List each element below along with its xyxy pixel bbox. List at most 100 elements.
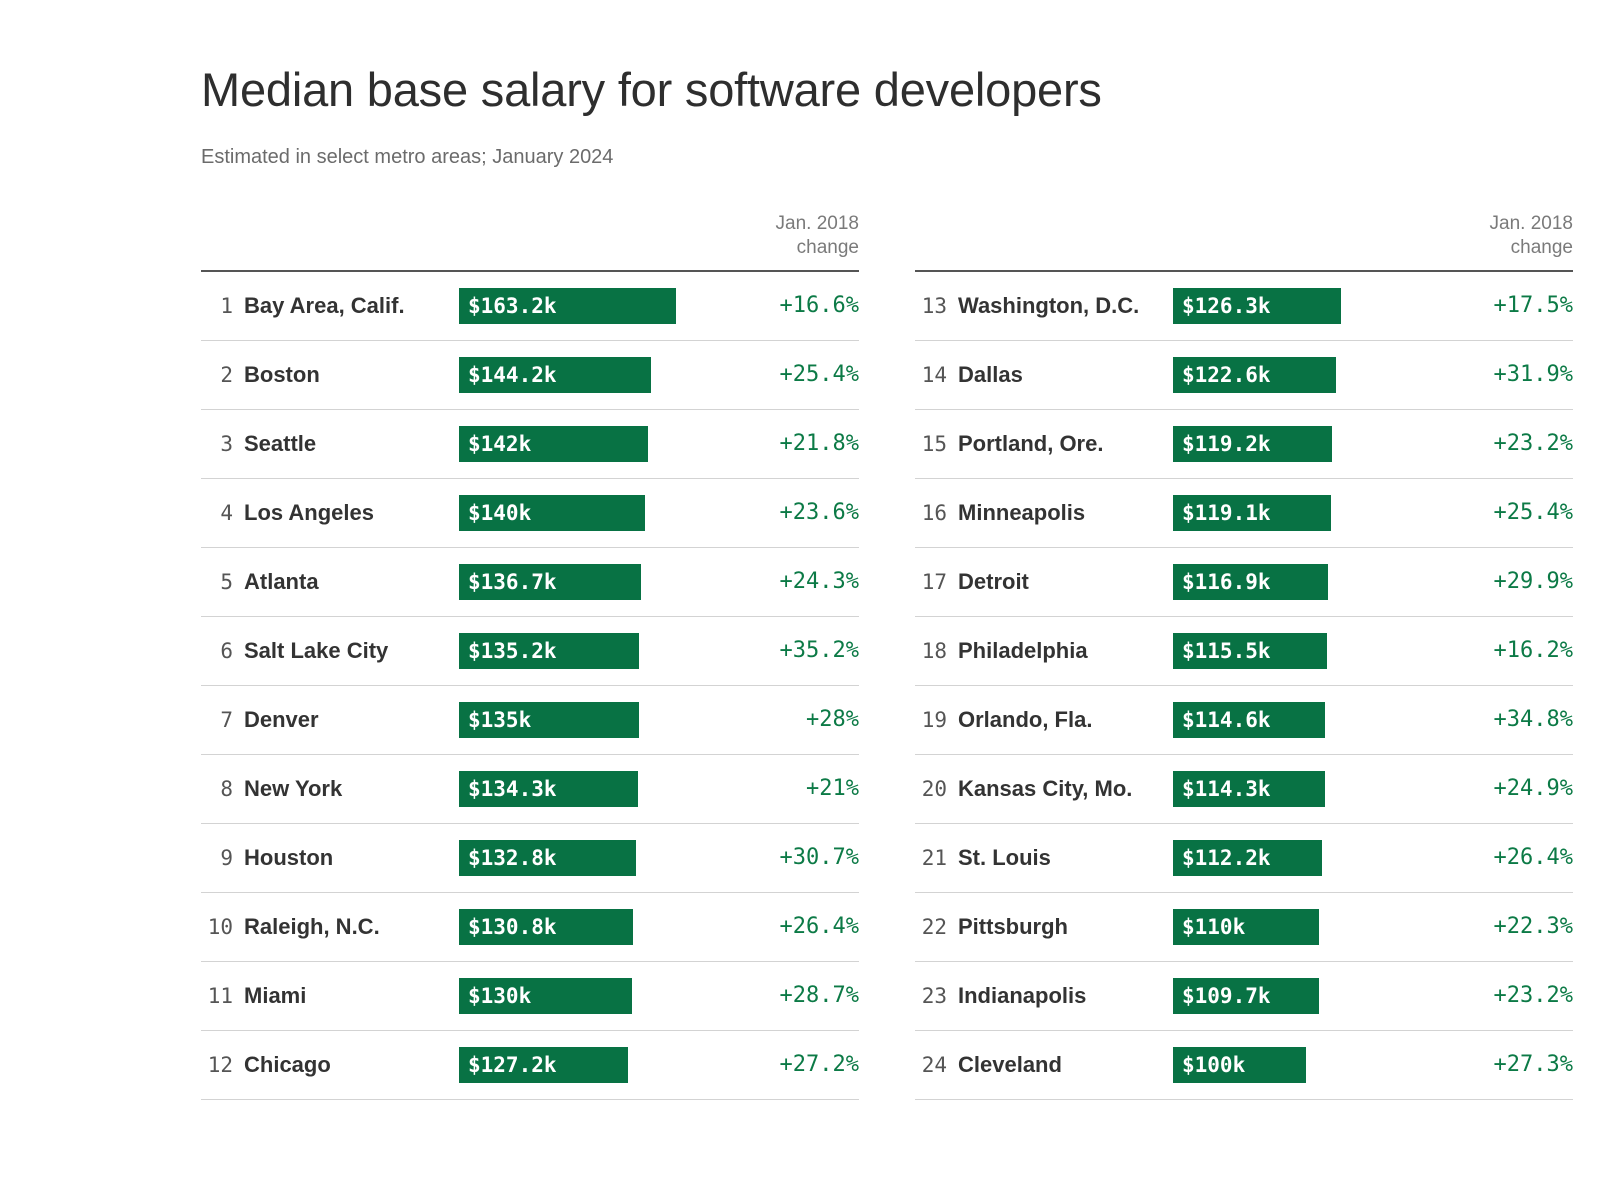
rank-label: 4 <box>220 501 233 525</box>
table-row: 7 Denver $135k +28% <box>201 686 859 755</box>
change-value: +27.2% <box>779 1052 859 1077</box>
table-panel-right: Jan. 2018 change 13 Washington, D.C. $126.… <box>915 210 1573 1110</box>
change-value: +26.4% <box>779 914 859 939</box>
salary-value-label: $119.1k <box>1182 501 1271 525</box>
change-value: +22.3% <box>1493 914 1573 939</box>
salary-bar: $135.2k <box>459 633 639 669</box>
salary-value-label: $136.7k <box>468 570 557 594</box>
salary-bar: $115.5k <box>1173 633 1327 669</box>
rank-label: 3 <box>220 432 233 456</box>
salary-bar: $119.1k <box>1173 495 1332 531</box>
rank-label: 11 <box>207 984 233 1008</box>
salary-bar: $114.6k <box>1173 702 1326 738</box>
salary-bar: $116.9k <box>1173 564 1329 600</box>
salary-bar: $140k <box>459 495 646 531</box>
rank-label: 13 <box>921 294 947 318</box>
salary-value-label: $130k <box>468 984 532 1008</box>
rank-label: 12 <box>207 1053 233 1077</box>
rank-label: 5 <box>220 570 233 594</box>
header-rule <box>915 270 1573 272</box>
change-value: +21.8% <box>779 431 859 456</box>
table-row: 2 Boston $144.2k +25.4% <box>201 341 859 410</box>
salary-value-label: $135.2k <box>468 639 557 663</box>
table-row: 9 Houston $132.8k +30.7% <box>201 824 859 893</box>
salary-bar: $135k <box>459 702 639 738</box>
change-value: +23.2% <box>1493 983 1573 1008</box>
rank-label: 17 <box>921 570 947 594</box>
rank-label: 22 <box>921 915 947 939</box>
rank-label: 20 <box>921 777 947 801</box>
salary-bar: $114.3k <box>1173 771 1325 807</box>
salary-value-label: $144.2k <box>468 363 557 387</box>
chart-title: Median base salary for software develope… <box>201 63 1102 116</box>
chart-subtitle: Estimated in select metro areas; January… <box>201 146 614 168</box>
salary-bar: $127.2k <box>459 1047 629 1083</box>
city-label: Orlando, Fla. <box>958 707 1093 732</box>
table-row: 18 Philadelphia $115.5k +16.2% <box>915 617 1573 686</box>
city-label: Miami <box>244 983 307 1008</box>
change-value: +16.6% <box>779 293 859 318</box>
change-value: +24.9% <box>1493 776 1573 801</box>
change-value: +21% <box>806 776 859 801</box>
change-value: +29.9% <box>1493 569 1573 594</box>
salary-bar: $119.2k <box>1173 426 1332 462</box>
salary-value-label: $140k <box>468 501 532 525</box>
city-label: Boston <box>244 362 320 387</box>
change-value: +16.2% <box>1493 638 1573 663</box>
table-row: 12 Chicago $127.2k +27.2% <box>201 1031 859 1100</box>
change-value: +31.9% <box>1493 362 1573 387</box>
table-row: 11 Miami $130k +28.7% <box>201 962 859 1031</box>
salary-value-label: $119.2k <box>1182 432 1271 456</box>
city-label: Chicago <box>244 1052 331 1077</box>
rank-label: 9 <box>220 846 233 870</box>
salary-value-label: $114.3k <box>1182 777 1271 801</box>
city-label: Bay Area, Calif. <box>244 293 405 318</box>
rank-label: 19 <box>921 708 947 732</box>
table-row: 8 New York $134.3k +21% <box>201 755 859 824</box>
salary-value-label: $115.5k <box>1182 639 1271 663</box>
salary-value-label: $134.3k <box>468 777 557 801</box>
table-row: 14 Dallas $122.6k +31.9% <box>915 341 1573 410</box>
city-label: Salt Lake City <box>244 638 389 663</box>
rank-label: 1 <box>220 294 233 318</box>
salary-bar: $163.2k <box>459 288 676 324</box>
salary-value-label: $127.2k <box>468 1053 557 1077</box>
city-label: Indianapolis <box>958 983 1087 1008</box>
salary-value-label: $126.3k <box>1182 294 1271 318</box>
salary-bar: $112.2k <box>1173 840 1323 876</box>
change-value: +28% <box>806 707 859 732</box>
salary-value-label: $109.7k <box>1182 984 1271 1008</box>
city-label: Minneapolis <box>958 500 1086 525</box>
salary-value-label: $163.2k <box>468 294 557 318</box>
salary-bar: $136.7k <box>459 564 641 600</box>
change-value: +30.7% <box>779 845 859 870</box>
city-label: Houston <box>244 845 334 870</box>
city-label: Pittsburgh <box>958 914 1068 939</box>
change-value: +17.5% <box>1493 293 1573 318</box>
city-label: Denver <box>244 707 319 732</box>
salary-bar: $130.8k <box>459 909 633 945</box>
city-label: Atlanta <box>244 569 319 594</box>
salary-bar: $132.8k <box>459 840 636 876</box>
change-value: +26.4% <box>1493 845 1573 870</box>
table-row: 10 Raleigh, N.C. $130.8k +26.4% <box>201 893 859 962</box>
change-value: +25.4% <box>1493 500 1573 525</box>
rank-label: 7 <box>220 708 233 732</box>
salary-bar: $122.6k <box>1173 357 1336 393</box>
salary-bar: $134.3k <box>459 771 638 807</box>
salary-value-label: $112.2k <box>1182 846 1271 870</box>
rank-label: 2 <box>220 363 233 387</box>
table-row: 23 Indianapolis $109.7k +23.2% <box>915 962 1573 1031</box>
change-value: +27.3% <box>1493 1052 1573 1077</box>
change-value: +34.8% <box>1493 707 1573 732</box>
rank-label: 16 <box>921 501 947 525</box>
rank-label: 15 <box>921 432 947 456</box>
salary-bar: $130k <box>459 978 632 1014</box>
rank-label: 24 <box>921 1053 947 1077</box>
salary-bar: $144.2k <box>459 357 651 393</box>
table-row: 19 Orlando, Fla. $114.6k +34.8% <box>915 686 1573 755</box>
change-value: +23.6% <box>779 500 859 525</box>
city-label: Kansas City, Mo. <box>958 776 1133 801</box>
table-row: 3 Seattle $142k +21.8% <box>201 410 859 479</box>
salary-bar: $142k <box>459 426 648 462</box>
